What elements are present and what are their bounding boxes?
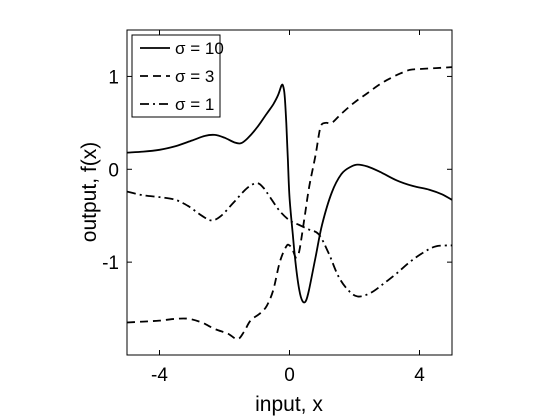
legend-label-sigma-10: σ = 10: [175, 39, 224, 58]
legend-label-sigma-1: σ = 1: [175, 95, 214, 114]
y-axis-label: output, f(x): [78, 142, 101, 242]
series-line-sigma-3: [126, 66, 453, 341]
x-tick-label: -4: [151, 365, 168, 386]
y-tick-label: 0: [108, 160, 119, 181]
x-tick-label: 0: [284, 365, 295, 386]
legend: σ = 10 σ = 3 σ = 1: [131, 34, 224, 118]
y-tick-label: 1: [108, 67, 119, 88]
series-layer: [126, 66, 453, 341]
series-line-sigma-1: [126, 182, 453, 298]
x-axis-label: input, x: [255, 393, 323, 416]
series-line-sigma-10: [126, 83, 453, 304]
x-tick-label: 4: [414, 365, 425, 386]
tick-labels: -4 0 4 1 0 -1: [102, 67, 425, 386]
tick-marks: [127, 30, 452, 355]
y-tick-label: -1: [102, 253, 119, 274]
legend-label-sigma-3: σ = 3: [175, 67, 214, 86]
